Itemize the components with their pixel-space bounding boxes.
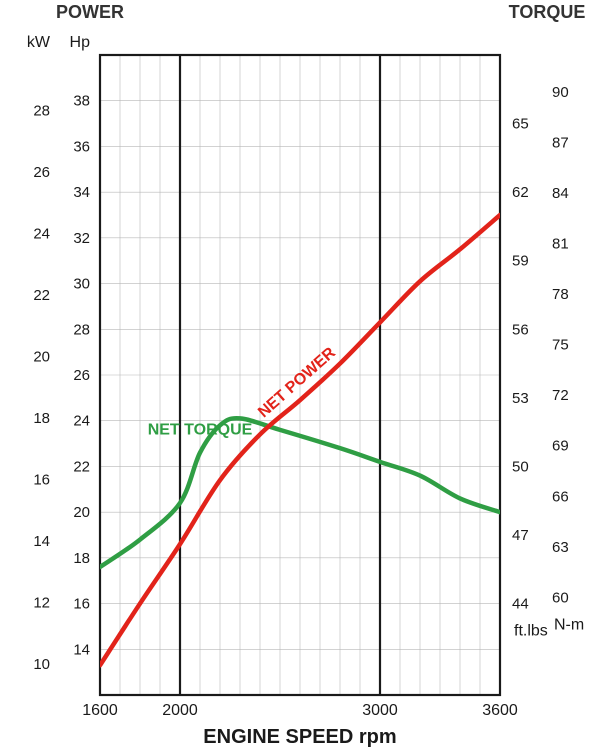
hp-tick-label: 20 [73,504,90,521]
hp-tick-label: 30 [73,276,90,293]
ftlbs-tick-label: 65 [512,116,529,133]
x-tick-label: 2000 [162,702,198,719]
x-tick-label: 1600 [82,702,118,719]
nm-tick-label: 66 [552,488,569,505]
torque-series-label: NET TORQUE [148,422,253,439]
hp-tick-label: 24 [73,413,90,430]
hp-tick-label: 14 [73,641,90,658]
x-axis-label: ENGINE SPEED rpm [203,726,396,748]
hp-tick-label: 38 [73,93,90,110]
hp-tick-label: 16 [73,596,90,613]
ftlbs-tick-label: 53 [512,390,529,407]
power-heading: POWER [56,2,124,22]
kw-tick-label: 12 [33,595,50,612]
ftlbs-tick-label: 62 [512,184,529,201]
kw-tick-label: 22 [33,287,50,304]
x-tick-label: 3000 [362,702,398,719]
kw-tick-label: 24 [33,225,50,242]
kw-tick-label: 10 [33,656,50,673]
ftlbs-tick-label: 47 [512,527,529,544]
nm-tick-label: 87 [552,135,569,152]
hp-tick-label: 22 [73,458,90,475]
kw-unit-label: kW [27,34,51,51]
hp-tick-label: 32 [73,230,90,247]
hp-unit-label: Hp [70,34,91,51]
kw-tick-label: 26 [33,164,50,181]
hp-tick-label: 36 [73,138,90,155]
nm-tick-label: 84 [552,185,569,202]
ftlbs-tick-label: 44 [512,596,529,613]
nm-tick-label: 72 [552,387,569,404]
nm-tick-label: 81 [552,236,569,253]
engine-performance-chart: 1600 2000 3000 3600 ENGINE SPEED rpm 14 16 18 20… [0,0,600,752]
kw-tick-label: 20 [33,349,50,366]
kw-tick-label: 28 [33,102,50,119]
x-tick-label: 3600 [482,702,518,719]
hp-tick-label: 34 [73,184,90,201]
nm-tick-label: 78 [552,286,569,303]
nm-tick-label: 69 [552,438,569,455]
nm-tick-label: 63 [552,539,569,556]
kw-tick-label: 16 [33,472,50,489]
nm-tick-label: 60 [552,589,569,606]
hp-tick-label: 18 [73,550,90,567]
kw-tick-label: 18 [33,410,50,427]
ftlbs-unit-label: ft.lbs [514,623,548,640]
nm-tick-label: 75 [552,337,569,354]
ftlbs-tick-label: 50 [512,458,529,475]
hp-tick-label: 28 [73,321,90,338]
torque-heading: TORQUE [509,2,586,22]
nm-tick-label: 90 [552,84,569,101]
ftlbs-tick-label: 56 [512,321,529,338]
kw-tick-label: 14 [33,533,50,550]
hp-tick-label: 26 [73,367,90,384]
nm-unit-label: N-m [554,616,584,633]
ftlbs-tick-label: 59 [512,253,529,270]
